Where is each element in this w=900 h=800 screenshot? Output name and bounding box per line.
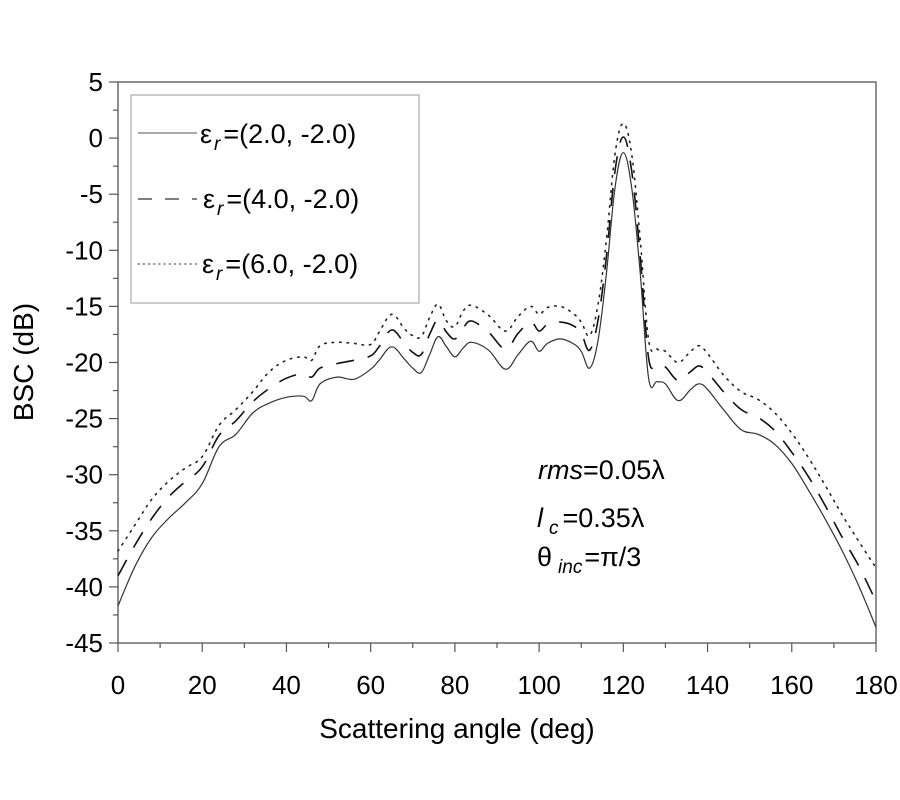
rms-annotation: rms=0.05λ bbox=[538, 455, 665, 485]
x-tick-label: 80 bbox=[440, 670, 469, 700]
x-tick-label: 0 bbox=[111, 670, 125, 700]
legend-entry-3: ε r =(6.0, -2.0) bbox=[202, 249, 358, 285]
y-tick-label: -45 bbox=[65, 628, 103, 658]
y-tick-label: 0 bbox=[89, 123, 103, 153]
y-tick-label: -10 bbox=[65, 235, 103, 265]
axis-ticks bbox=[109, 81, 877, 652]
x-tick-label: 100 bbox=[517, 670, 560, 700]
legend-entry-2: ε r =(4.0, -2.0) bbox=[203, 184, 359, 220]
x-tick-label: 60 bbox=[356, 670, 385, 700]
y-tick-label: -40 bbox=[65, 572, 103, 602]
y-tick-label: -35 bbox=[65, 516, 103, 546]
x-tick-label: 40 bbox=[272, 670, 301, 700]
y-tick-label: -25 bbox=[65, 404, 103, 434]
series-line-eps-4 bbox=[117, 136, 877, 602]
x-tick-label: 180 bbox=[854, 670, 897, 700]
x-tick-label: 140 bbox=[686, 670, 729, 700]
y-tick-labels: 5 0 -5 -10 -15 -20 -25 -30 -35 -40 -45 bbox=[65, 67, 103, 658]
x-tick-label: 20 bbox=[188, 670, 217, 700]
y-tick-label: -30 bbox=[65, 460, 103, 490]
x-tick-labels: 0 20 40 60 80 100 120 140 160 180 bbox=[111, 670, 898, 700]
epsilon-symbol: ε bbox=[203, 184, 215, 214]
x-axis-title: Scattering angle (deg) bbox=[319, 713, 595, 744]
epsilon-symbol: ε bbox=[202, 249, 214, 279]
epsilon-symbol: ε bbox=[200, 119, 212, 149]
parameter-annotation: rms=0.05λ l c =0.35λ θ inc=π/3 bbox=[537, 455, 665, 578]
legend-entry-1: ε r =(2.0, -2.0) bbox=[200, 119, 356, 155]
y-axis-title: BSC (dB) bbox=[8, 303, 39, 421]
x-tick-label: 160 bbox=[770, 670, 813, 700]
lc-annotation: l c =0.35λ bbox=[537, 503, 645, 539]
series-group bbox=[117, 122, 877, 628]
y-tick-label: -5 bbox=[80, 179, 103, 209]
theta-annotation: θ inc=π/3 bbox=[537, 542, 641, 578]
x-tick-label: 120 bbox=[602, 670, 645, 700]
y-tick-label: -15 bbox=[65, 291, 103, 321]
y-tick-label: -20 bbox=[65, 348, 103, 378]
y-tick-label: 5 bbox=[89, 67, 103, 97]
series-line-eps-2 bbox=[117, 152, 877, 628]
legend: ε r =(2.0, -2.0) ε r =(4.0, -2.0) ε r =(6.0, -… bbox=[130, 94, 420, 304]
